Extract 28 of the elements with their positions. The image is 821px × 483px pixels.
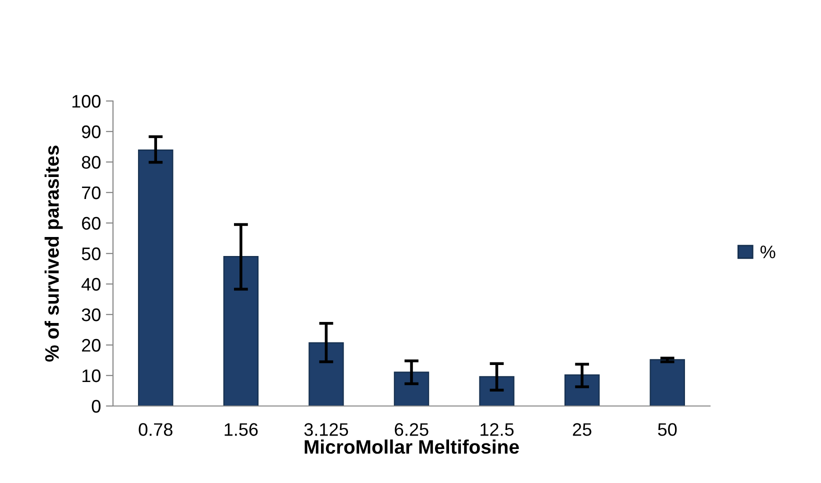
y-tick-label: 10 <box>82 369 100 382</box>
y-tick-label: 100 <box>72 94 100 108</box>
y-tick-label: 50 <box>82 247 100 260</box>
bar <box>138 150 174 406</box>
x-tick-label: 3.125 <box>304 423 348 436</box>
y-tick-label: 80 <box>82 156 100 169</box>
y-tick-label: 40 <box>82 278 100 291</box>
x-tick-label: 0.78 <box>138 423 172 436</box>
y-tick-label: 90 <box>82 125 100 138</box>
bar <box>650 359 685 406</box>
bar <box>223 256 259 406</box>
x-tick-label: 25 <box>572 423 592 436</box>
x-tick-label: 12.5 <box>480 423 514 436</box>
x-tick-label: 1.56 <box>224 423 258 436</box>
legend-label: % <box>760 246 776 258</box>
x-tick-label: 6.25 <box>394 423 428 436</box>
bar <box>308 342 344 406</box>
y-tick-label: 30 <box>82 308 100 322</box>
x-tick-label: 50 <box>658 423 677 436</box>
bar <box>564 374 600 406</box>
y-tick-label: 20 <box>82 338 100 352</box>
bar <box>479 376 514 406</box>
y-tick-label: 0 <box>92 400 100 413</box>
y-tick-label: 70 <box>82 186 100 200</box>
x-axis-title: MicroMollar Meltifosine <box>304 440 519 454</box>
y-axis-title: % of survived parasites <box>44 146 63 362</box>
bar <box>394 372 430 406</box>
y-tick-label: 60 <box>82 216 100 230</box>
